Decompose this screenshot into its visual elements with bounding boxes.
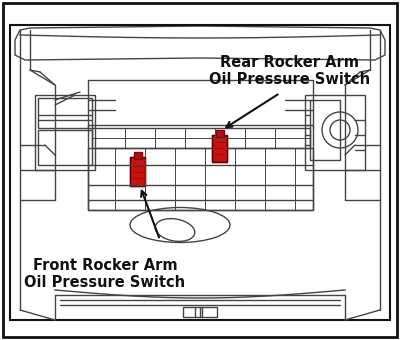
FancyBboxPatch shape xyxy=(212,136,228,163)
Bar xyxy=(310,100,340,160)
Bar xyxy=(216,130,224,137)
Bar xyxy=(305,95,365,170)
Bar xyxy=(183,307,217,317)
Bar xyxy=(92,128,310,148)
Bar xyxy=(134,152,142,159)
Bar xyxy=(38,130,92,165)
Bar xyxy=(88,125,313,210)
Bar xyxy=(35,95,95,170)
Bar xyxy=(88,148,313,210)
Text: Rear Rocker Arm
Oil Pressure Switch: Rear Rocker Arm Oil Pressure Switch xyxy=(210,55,370,87)
Bar xyxy=(38,98,92,128)
Text: Front Rocker Arm
Oil Pressure Switch: Front Rocker Arm Oil Pressure Switch xyxy=(24,258,186,290)
FancyBboxPatch shape xyxy=(130,157,146,187)
